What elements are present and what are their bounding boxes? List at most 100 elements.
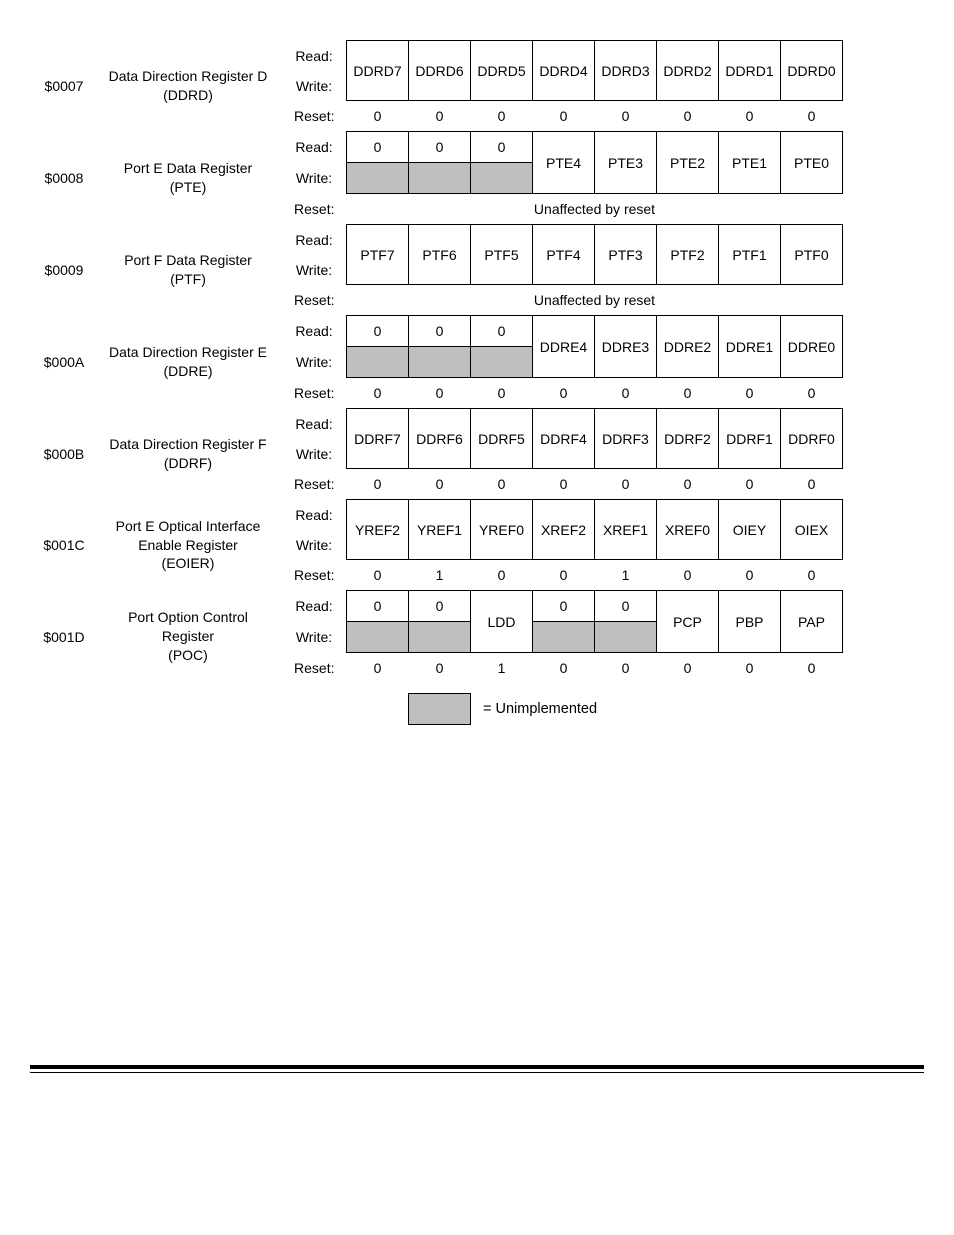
bit-cell: PAP: [781, 591, 843, 653]
bit-cell: DDRF2: [657, 409, 719, 469]
reset-label: Reset:: [288, 101, 347, 132]
reset-value: 0: [409, 378, 471, 409]
bit-cell: DDRF4: [533, 409, 595, 469]
register-address: $000A: [30, 316, 98, 409]
bit-cell: XREF1: [595, 500, 657, 560]
register-name: Data Direction Register D(DDRD): [98, 41, 288, 132]
bit-cell: YREF2: [347, 500, 409, 560]
bit-read-only: 0: [471, 132, 533, 163]
reset-value: 0: [347, 101, 409, 132]
bit-unimplemented: [347, 622, 409, 653]
reset-value: 0: [595, 378, 657, 409]
bit-cell: DDRE0: [781, 316, 843, 378]
bit-cell: DDRD0: [781, 41, 843, 101]
reset-value: 0: [657, 560, 719, 591]
reset-value: 0: [719, 653, 781, 684]
bit-cell: PTE3: [595, 132, 657, 194]
reset-value: 0: [347, 560, 409, 591]
register-address: $001D: [30, 591, 98, 684]
reset-unaffected: Unaffected by reset: [347, 194, 843, 225]
reset-value: 0: [657, 101, 719, 132]
reset-value: 0: [347, 653, 409, 684]
bit-cell: DDRF0: [781, 409, 843, 469]
bit-cell: DDRF1: [719, 409, 781, 469]
bit-cell: DDRF5: [471, 409, 533, 469]
reset-value: 0: [595, 653, 657, 684]
reset-value: 0: [781, 653, 843, 684]
reset-label: Reset:: [288, 653, 347, 684]
bit-cell: DDRE4: [533, 316, 595, 378]
bit-cell: PTF6: [409, 225, 471, 285]
register-address: $0007: [30, 41, 98, 132]
reset-value: 0: [781, 560, 843, 591]
bit-cell: PTE2: [657, 132, 719, 194]
bit-cell: DDRF6: [409, 409, 471, 469]
bit-cell: PTF5: [471, 225, 533, 285]
reset-value: 0: [409, 101, 471, 132]
register-name: Port E Data Register(PTE): [98, 132, 288, 225]
reset-value: 0: [409, 653, 471, 684]
reset-value: 0: [533, 378, 595, 409]
reset-value: 0: [719, 378, 781, 409]
bit-cell: YREF1: [409, 500, 471, 560]
legend-swatch: [408, 693, 471, 725]
reset-value: 0: [595, 101, 657, 132]
bit-cell: PTF2: [657, 225, 719, 285]
reset-value: 1: [409, 560, 471, 591]
bit-cell: DDRD7: [347, 41, 409, 101]
write-label: Write:: [288, 622, 347, 653]
page-footer-rule-thick: [30, 1065, 924, 1069]
write-label: Write:: [288, 347, 347, 378]
register-table: $0007Data Direction Register D(DDRD)Read…: [30, 40, 843, 683]
write-label: Write:: [288, 439, 347, 469]
read-label: Read:: [288, 591, 347, 622]
read-label: Read:: [288, 225, 347, 255]
bit-cell: PCP: [657, 591, 719, 653]
bit-cell: PTE0: [781, 132, 843, 194]
bit-cell: OIEX: [781, 500, 843, 560]
bit-cell: DDRD3: [595, 41, 657, 101]
bit-cell: DDRD4: [533, 41, 595, 101]
read-label: Read:: [288, 132, 347, 163]
reset-value: 0: [719, 560, 781, 591]
reset-value: 0: [347, 378, 409, 409]
reset-label: Reset:: [288, 285, 347, 316]
bit-cell: DDRD5: [471, 41, 533, 101]
read-label: Read:: [288, 316, 347, 347]
bit-cell: OIEY: [719, 500, 781, 560]
register-row: $000BData Direction Register F(DDRF)Read…: [30, 409, 843, 439]
bit-read-only: 0: [409, 591, 471, 622]
register-address: $001C: [30, 500, 98, 591]
bit-unimplemented: [347, 347, 409, 378]
page-footer-rule-thin: [30, 1072, 924, 1073]
bit-unimplemented: [409, 347, 471, 378]
register-row: $0007Data Direction Register D(DDRD)Read…: [30, 41, 843, 71]
read-label: Read:: [288, 500, 347, 530]
register-name: Data Direction Register F(DDRF): [98, 409, 288, 500]
bit-read-only: 0: [347, 316, 409, 347]
bit-read-only: 0: [347, 591, 409, 622]
reset-value: 0: [471, 560, 533, 591]
bit-read-only: 0: [595, 591, 657, 622]
reset-label: Reset:: [288, 378, 347, 409]
bit-cell: DDRD1: [719, 41, 781, 101]
register-name: Port Option ControlRegister(POC): [98, 591, 288, 684]
reset-value: 0: [781, 469, 843, 500]
bit-cell: XREF0: [657, 500, 719, 560]
write-label: Write:: [288, 163, 347, 194]
register-row: $0008Port E Data Register(PTE)Read:000PT…: [30, 132, 843, 163]
reset-unaffected: Unaffected by reset: [347, 285, 843, 316]
reset-value: 0: [781, 101, 843, 132]
bit-read-only: 0: [409, 316, 471, 347]
bit-read-only: 0: [471, 316, 533, 347]
bit-cell: PTF4: [533, 225, 595, 285]
reset-value: 0: [533, 469, 595, 500]
bit-cell: DDRE1: [719, 316, 781, 378]
bit-cell: DDRD6: [409, 41, 471, 101]
register-address: $0008: [30, 132, 98, 225]
reset-value: 1: [471, 653, 533, 684]
reset-value: 0: [657, 653, 719, 684]
reset-value: 0: [595, 469, 657, 500]
bit-cell: DDRD2: [657, 41, 719, 101]
bit-unimplemented: [471, 163, 533, 194]
